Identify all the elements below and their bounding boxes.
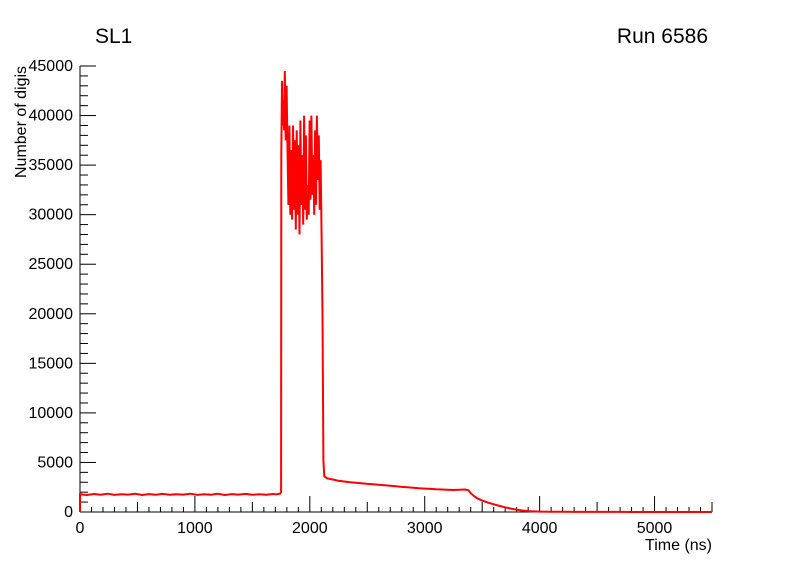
x-tick-label: 0 bbox=[76, 520, 85, 537]
x-tick-label: 5000 bbox=[637, 520, 673, 537]
y-tick-label: 15000 bbox=[29, 355, 74, 372]
x-tick-label: 4000 bbox=[522, 520, 558, 537]
y-tick-label: 20000 bbox=[29, 306, 74, 323]
y-tick-label: 25000 bbox=[29, 256, 74, 273]
y-tick-label: 30000 bbox=[29, 207, 74, 224]
x-tick-label: 2000 bbox=[292, 520, 328, 537]
y-tick-label: 45000 bbox=[29, 58, 74, 75]
axes bbox=[79, 66, 712, 513]
y-tick-label: 40000 bbox=[29, 108, 74, 125]
x-axis-title: Time (ns) bbox=[645, 537, 712, 554]
x-tick-label: 3000 bbox=[407, 520, 443, 537]
pad-title: SL1 bbox=[95, 25, 133, 48]
y-tick-label: 5000 bbox=[37, 454, 73, 471]
tick-marks bbox=[79, 65, 713, 513]
y-tick-label: 35000 bbox=[29, 157, 74, 174]
run-label: Run 6586 bbox=[616, 25, 708, 48]
x-tick-label: 1000 bbox=[177, 520, 213, 537]
tick-labels: 0 1000 2000 3000 4000 5000 0 5000 10000 15000 2000… bbox=[29, 58, 673, 537]
series bbox=[79, 70, 712, 513]
y-tick-label: 10000 bbox=[29, 405, 74, 422]
y-tick-label: 0 bbox=[64, 504, 73, 521]
histogram-line bbox=[79, 70, 712, 513]
